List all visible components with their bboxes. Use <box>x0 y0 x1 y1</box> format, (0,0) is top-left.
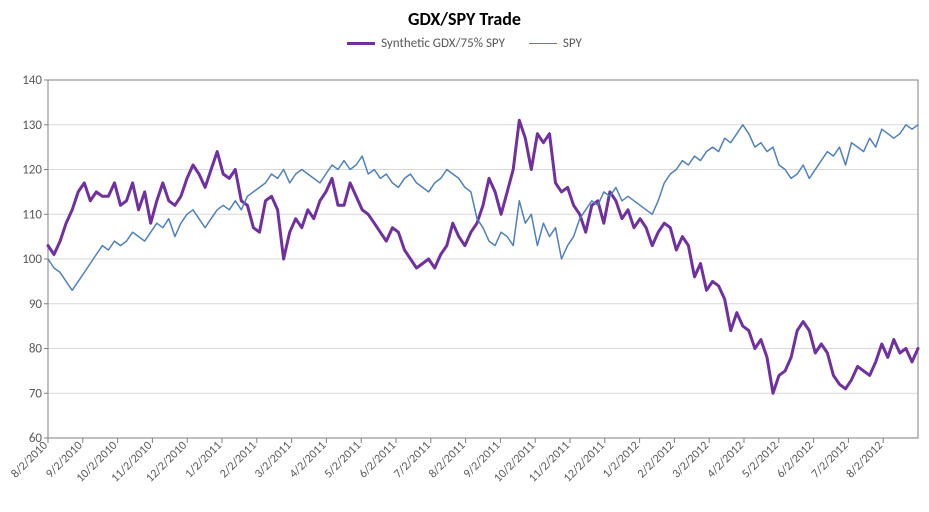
ytick-label: 90 <box>29 297 43 312</box>
xtick-label: 2/2/2011 <box>217 439 259 481</box>
xtick-label: 8/2/2012 <box>844 439 886 481</box>
ytick-label: 70 <box>29 386 43 401</box>
xtick-label: 8/2/2011 <box>426 439 468 481</box>
xtick-label: 1/2/2011 <box>183 439 225 481</box>
xtick-label: 4/2/2012 <box>705 439 747 481</box>
ytick-label: 100 <box>22 252 42 267</box>
xtick-label: 7/2/2012 <box>809 439 851 481</box>
ytick-label: 130 <box>22 118 42 133</box>
xtick-label: 2/2/2012 <box>635 439 677 481</box>
ytick-label: 140 <box>22 73 42 88</box>
xtick-label: 5/2/2012 <box>739 439 781 481</box>
ytick-label: 110 <box>22 207 42 222</box>
series-line-0 <box>48 120 918 393</box>
xtick-label: 6/2/2012 <box>774 439 816 481</box>
ytick-label: 80 <box>29 342 43 357</box>
xtick-label: 1/2/2012 <box>600 439 642 481</box>
xtick-label: 3/2/2011 <box>252 439 294 481</box>
xtick-label: 4/2/2011 <box>287 439 329 481</box>
xtick-label: 5/2/2011 <box>322 439 364 481</box>
xtick-label: 7/2/2011 <box>391 439 433 481</box>
xtick-label: 6/2/2011 <box>357 439 399 481</box>
chart-plot: 607080901001101201301408/2/20109/2/20101… <box>0 0 929 512</box>
ytick-label: 120 <box>22 163 42 178</box>
xtick-label: 3/2/2012 <box>670 439 712 481</box>
